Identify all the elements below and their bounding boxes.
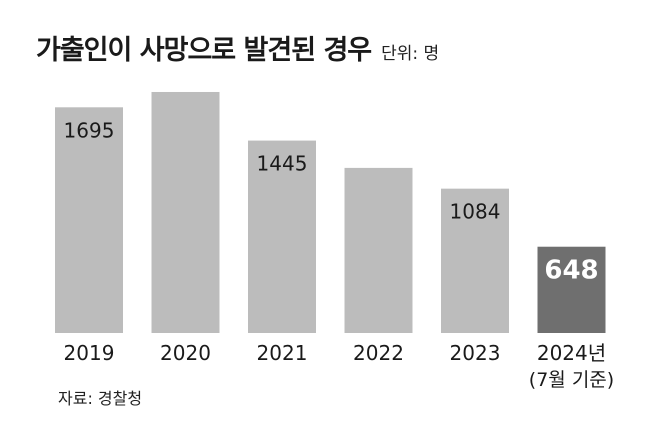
bar-2019 — [55, 107, 123, 334]
bar-2024년 — [537, 246, 606, 333]
data-label-2021: 1445 — [257, 152, 308, 176]
bar-2023 — [441, 188, 509, 333]
x-tick-note-2024년: (7월 기준) — [529, 369, 614, 391]
x-tick-label-2019: 2019 — [64, 341, 115, 365]
bar-2021 — [248, 140, 316, 333]
bar-2020 — [151, 91, 220, 333]
x-tick-label-2022: 2022 — [353, 341, 404, 365]
unit-label: 단위: 명 — [381, 44, 440, 64]
chart-title-row: 가출인이 사망으로 발견된 경우 단위: 명 — [36, 28, 439, 67]
source-note: 자료: 경찰청 — [58, 389, 143, 408]
bar-2022 — [344, 167, 413, 333]
data-label-2024년: 648 — [544, 256, 598, 286]
chart-title: 가출인이 사망으로 발견된 경우 — [36, 35, 372, 66]
data-label-2023: 1084 — [450, 200, 501, 224]
data-label-2019: 1695 — [64, 118, 115, 142]
x-tick-label-2021: 2021 — [257, 341, 308, 365]
x-tick-label-2020: 2020 — [160, 341, 211, 365]
x-tick-label-2023: 2023 — [450, 341, 501, 365]
x-tick-label-2024년: 2024년 — [537, 341, 606, 365]
